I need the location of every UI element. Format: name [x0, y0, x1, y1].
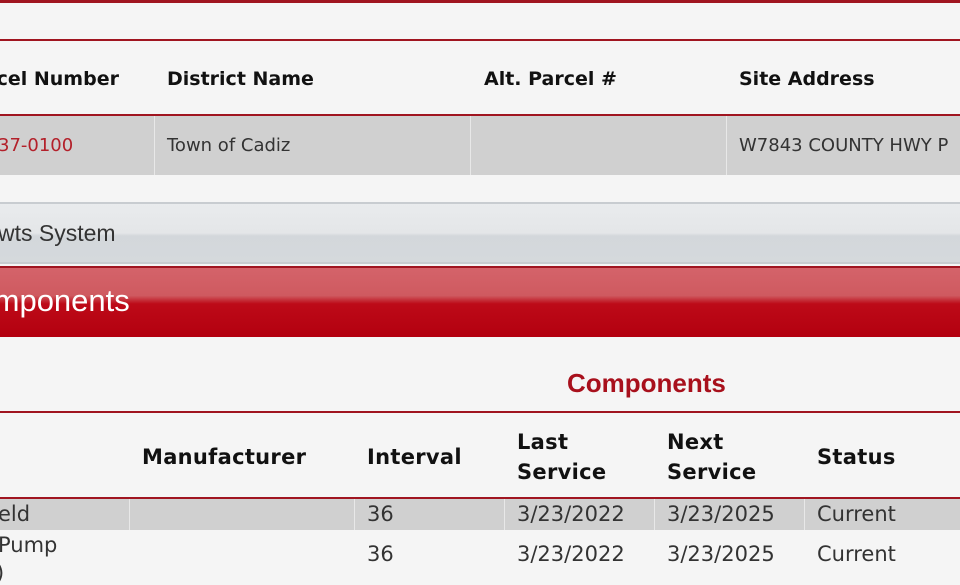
header-parcel-number: Parcel Number [0, 68, 119, 90]
table-border [0, 114, 960, 116]
header-alt-parcel: Alt. Parcel # [484, 68, 617, 90]
last-service: 3/23/2022 [517, 502, 625, 526]
column-divider [354, 499, 355, 530]
status: Current [817, 502, 896, 526]
column-divider [470, 116, 471, 175]
column-divider [154, 116, 155, 175]
table-row: eld 36 3/23/2022 3/23/2025 Current [0, 499, 960, 530]
header-manufacturer: Manufacturer [142, 445, 307, 469]
component-name: Pump [0, 533, 58, 557]
column-divider [504, 499, 505, 530]
table-row: 37-0100 Town of Cadiz W7843 COUNTY HWY P [0, 116, 960, 175]
column-divider [804, 499, 805, 530]
status: Current [817, 542, 896, 566]
header-district-name: District Name [167, 68, 314, 90]
components-caption: Components [567, 368, 726, 398]
header-interval: Interval [367, 445, 462, 469]
system-label: wts System [0, 220, 116, 246]
column-divider [654, 499, 655, 530]
next-service: 3/23/2025 [667, 542, 775, 566]
table-row: Pump ) 36 3/23/2022 3/23/2025 Current [0, 530, 960, 585]
table-border [0, 411, 960, 413]
district-name: Town of Cadiz [167, 135, 291, 156]
column-divider [726, 116, 727, 175]
components-banner-title: Components [0, 283, 130, 318]
header-site-address: Site Address [739, 68, 875, 90]
column-divider [129, 499, 130, 530]
next-service: 3/23/2025 [667, 502, 775, 526]
top-border [0, 0, 960, 3]
header-last-service: Last Service [517, 430, 607, 484]
table-border [0, 39, 960, 41]
interval: 36 [367, 542, 394, 566]
parcel-number-link[interactable]: 37-0100 [0, 135, 74, 156]
site-address: W7843 COUNTY HWY P [739, 135, 949, 156]
table-border [0, 497, 960, 499]
system-section-header[interactable]: wts System [0, 202, 960, 264]
header-status: Status [817, 445, 896, 469]
component-name: eld [0, 502, 31, 526]
header-next-service: Next Service [667, 430, 757, 484]
last-service: 3/23/2022 [517, 542, 625, 566]
components-banner: Components [0, 266, 960, 337]
interval: 36 [367, 502, 394, 526]
component-name-extra: ) [0, 561, 4, 585]
